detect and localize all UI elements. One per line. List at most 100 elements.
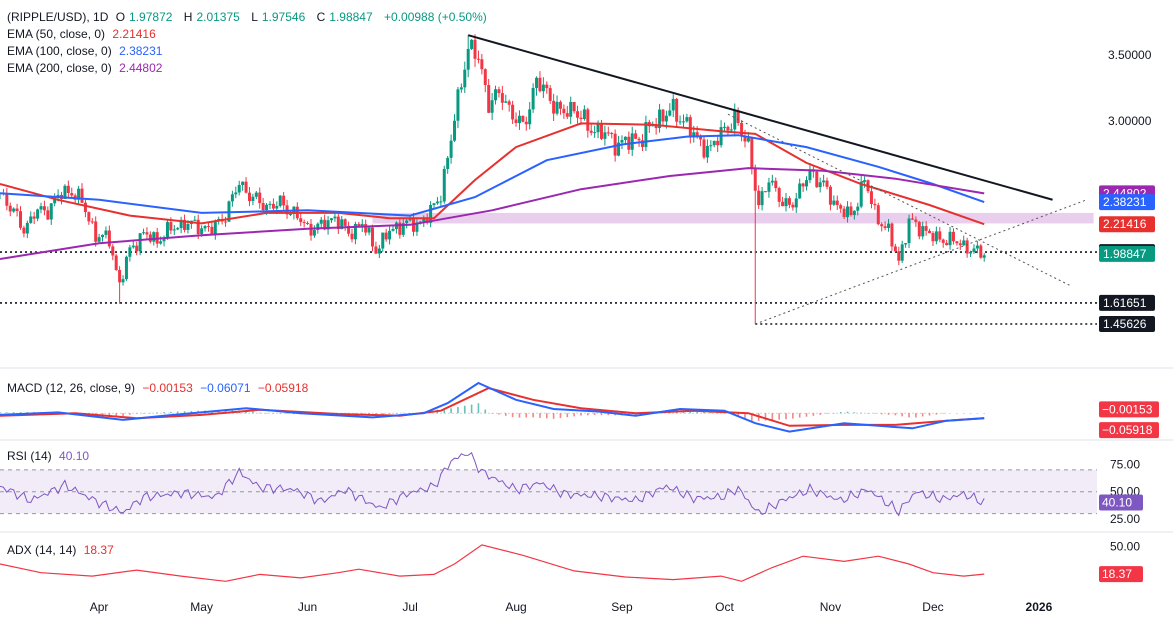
macd-histogram-bar bbox=[962, 413, 965, 414]
rsi-legend[interactable]: RSI (14) 40.10 bbox=[7, 448, 93, 464]
candle-body bbox=[972, 248, 976, 252]
candle-body bbox=[121, 279, 125, 283]
candle-body bbox=[722, 126, 726, 128]
candle-body bbox=[924, 226, 928, 231]
candle-body bbox=[29, 216, 33, 223]
macd-histogram-bar bbox=[833, 412, 835, 414]
candle-body bbox=[203, 226, 207, 229]
rsi-tick-label: 75.00 bbox=[1110, 457, 1140, 471]
macd-histogram-bar bbox=[484, 409, 487, 414]
candle-body bbox=[241, 181, 245, 185]
candle-body bbox=[832, 200, 836, 205]
macd-histogram-bar bbox=[751, 413, 753, 421]
candle-body bbox=[442, 168, 446, 202]
macd-histogram-bar bbox=[395, 413, 398, 414]
high-value: 2.01375 bbox=[196, 10, 240, 24]
macd-histogram-bar bbox=[170, 411, 172, 414]
ema200-label: EMA (200, close, 0) bbox=[7, 61, 112, 75]
candle-body bbox=[39, 206, 43, 210]
macd-histogram-bar bbox=[539, 413, 541, 418]
candle-body bbox=[839, 205, 843, 209]
candle-body bbox=[118, 269, 122, 283]
candle-body bbox=[535, 77, 539, 88]
candle-body bbox=[63, 185, 67, 199]
macd-histogram-bar bbox=[860, 412, 862, 414]
candle-body bbox=[873, 204, 877, 206]
candle-body bbox=[921, 226, 925, 237]
macd-histogram-bar bbox=[101, 413, 104, 416]
time-tick-label: 2026 bbox=[1026, 600, 1053, 614]
macd-tag-label: −0.00153 bbox=[1102, 402, 1153, 416]
candle-body bbox=[302, 222, 306, 224]
candle-body bbox=[514, 119, 518, 124]
open-field: O 1.97872 bbox=[116, 10, 177, 24]
candle-body bbox=[671, 98, 675, 111]
candle-body bbox=[193, 219, 197, 221]
time-tick-label: Oct bbox=[715, 600, 734, 614]
candle-body bbox=[883, 226, 887, 229]
candle-body bbox=[497, 89, 501, 94]
price-tag-label: 1.98847 bbox=[1103, 247, 1147, 261]
macd-label: MACD (12, 26, close, 9) bbox=[7, 381, 136, 395]
candle-body bbox=[268, 203, 272, 205]
ema100-value: 2.38231 bbox=[119, 44, 163, 58]
candle-body bbox=[955, 241, 959, 244]
candle-body bbox=[801, 183, 805, 187]
candle-body bbox=[640, 140, 644, 148]
adx-legend[interactable]: ADX (14, 14) 18.37 bbox=[7, 542, 118, 558]
resistance-zone bbox=[372, 212, 1094, 224]
macd-histogram-bar bbox=[409, 413, 411, 414]
candle-body bbox=[213, 221, 217, 235]
candle-body bbox=[917, 221, 921, 237]
candle-body bbox=[350, 233, 354, 240]
change-value: +0.00988 (+0.50%) bbox=[384, 10, 487, 24]
candle-body bbox=[569, 101, 573, 117]
macd-legend[interactable]: MACD (12, 26, close, 9) −0.00153 −0.0607… bbox=[7, 380, 312, 396]
candle-body bbox=[138, 233, 142, 252]
candle-body bbox=[740, 122, 744, 137]
candle-body bbox=[979, 245, 983, 258]
candle-body bbox=[309, 223, 313, 236]
ema100-legend[interactable]: EMA (100, close, 0) 2.38231 bbox=[7, 43, 166, 59]
candle-body bbox=[446, 157, 450, 169]
candle-body bbox=[572, 101, 576, 112]
candle-body bbox=[613, 133, 617, 156]
macd-histogram-bar bbox=[894, 413, 897, 416]
candle-body bbox=[589, 130, 593, 133]
candle-body bbox=[764, 191, 768, 193]
candle-body bbox=[931, 233, 935, 242]
candle-body bbox=[545, 84, 549, 89]
candle-body bbox=[8, 205, 12, 212]
symbol-title: (RIPPLE/USD), 1D bbox=[7, 10, 109, 24]
macd-histogram-bar bbox=[176, 411, 179, 414]
macd-histogram-bar bbox=[771, 413, 774, 421]
time-tick-label: Dec bbox=[922, 600, 943, 614]
candle-body bbox=[449, 140, 453, 158]
candle-body bbox=[596, 123, 600, 133]
macd-line bbox=[0, 381, 985, 433]
macd-histogram-bar bbox=[463, 405, 466, 414]
macd-histogram-bar bbox=[573, 413, 575, 417]
macd-histogram-bar bbox=[504, 413, 507, 416]
macd-histogram-bar bbox=[498, 413, 500, 415]
candle-body bbox=[87, 212, 91, 222]
adx-label: ADX (14, 14) bbox=[7, 543, 77, 557]
macd-histogram-bar bbox=[142, 413, 145, 414]
macd-histogram-bar bbox=[915, 413, 917, 418]
candle-body bbox=[487, 85, 491, 113]
ema200-legend[interactable]: EMA (200, close, 0) 2.44802 bbox=[7, 60, 166, 76]
candle-body bbox=[644, 122, 648, 148]
candle-body bbox=[312, 229, 316, 236]
candle-body bbox=[32, 216, 36, 219]
candle-body bbox=[135, 245, 139, 252]
price-tags: 2.448022.382312.214162.002481.988471.616… bbox=[1099, 185, 1155, 333]
macd-histogram-bar bbox=[129, 413, 131, 415]
candle-body bbox=[664, 115, 668, 122]
candle-body bbox=[599, 123, 603, 139]
candle-body bbox=[962, 240, 966, 246]
macd-histogram-bar bbox=[183, 411, 186, 414]
candle-body bbox=[329, 218, 333, 221]
ema50-legend[interactable]: EMA (50, close, 0) 2.21416 bbox=[7, 26, 160, 42]
